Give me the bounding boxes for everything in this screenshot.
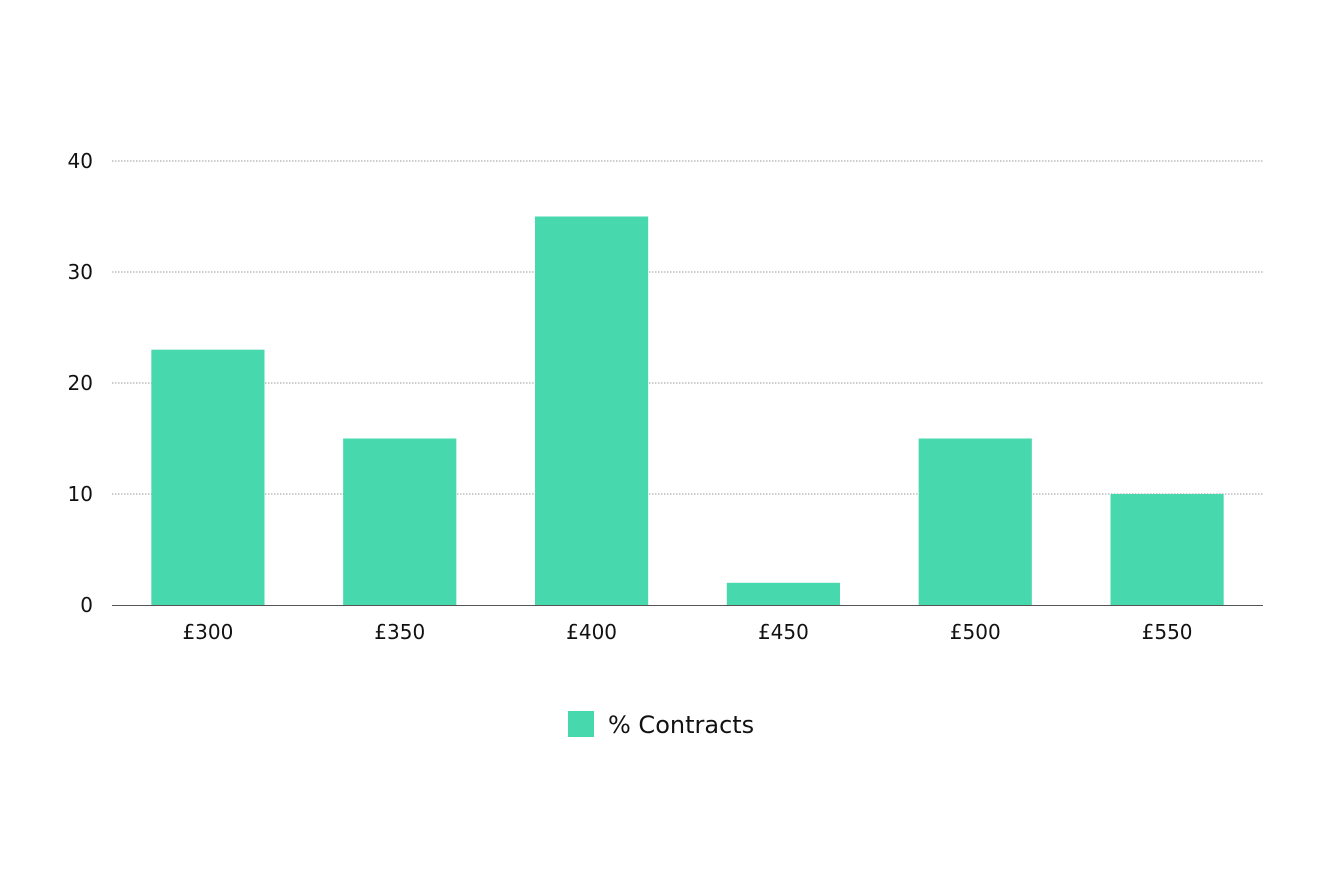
y-tick-label: 40 <box>68 149 93 173</box>
bar <box>534 216 649 605</box>
y-tick-label: 0 <box>80 593 93 617</box>
x-tick-label: £400 <box>566 620 617 644</box>
y-tick-label: 20 <box>68 371 93 395</box>
y-axis-ticks: 0 10 20 30 40 <box>68 149 93 617</box>
bars <box>151 216 1224 605</box>
bar <box>918 438 1032 605</box>
bar <box>1110 494 1224 605</box>
gridlines <box>112 160 1263 495</box>
bar <box>726 582 841 605</box>
legend-swatch <box>568 711 594 737</box>
legend-label: % Contracts <box>608 711 754 739</box>
y-tick-label: 30 <box>68 260 93 284</box>
bar <box>343 438 457 605</box>
y-tick-label: 10 <box>68 482 93 506</box>
x-tick-label: £550 <box>1142 620 1193 644</box>
x-tick-label: £300 <box>182 620 233 644</box>
x-tick-label: £350 <box>374 620 425 644</box>
legend: % Contracts <box>568 711 754 739</box>
x-tick-label: £450 <box>758 620 809 644</box>
x-tick-label: £500 <box>950 620 1001 644</box>
bar <box>151 349 265 605</box>
x-axis-ticks: £300 £350 £400 £450 £500 £550 <box>182 620 1192 644</box>
